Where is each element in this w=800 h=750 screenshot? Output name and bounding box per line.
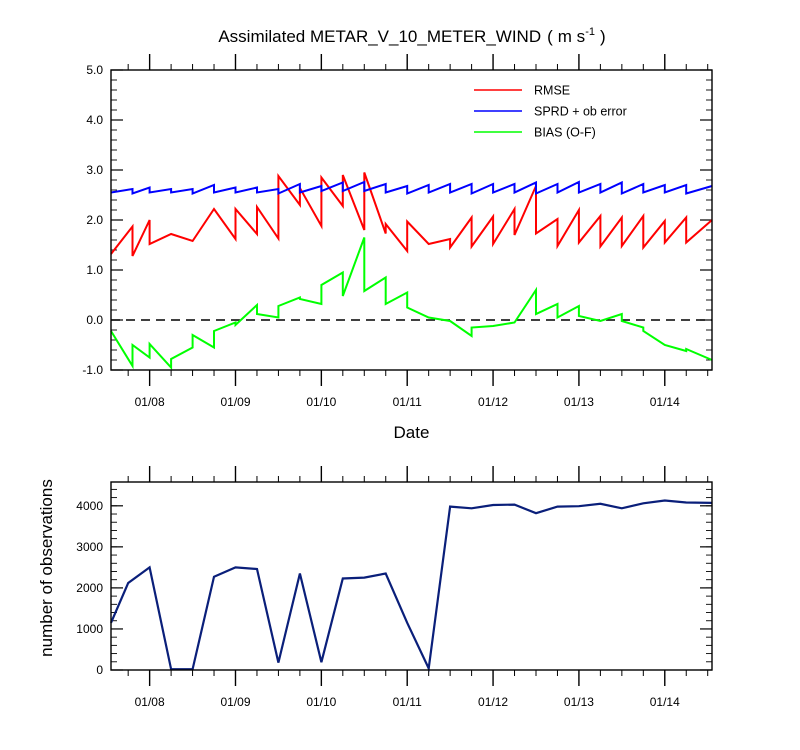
series-line-2 bbox=[110, 237, 713, 371]
x-tick-label: 01/08 bbox=[135, 695, 165, 709]
series-line-1 bbox=[110, 180, 713, 196]
chart-title: Assimilated METAR_V_10_METER_WIND ( m s-1) bbox=[218, 26, 605, 46]
x-tick-label: 01/11 bbox=[393, 695, 422, 709]
y-tick-label: -1.0 bbox=[82, 363, 103, 377]
title-units-exponent: -1 bbox=[585, 26, 595, 38]
top-chart: -1.0 0.0 1.0 2.0 3.0 4.0 5.0 01/08 01/09 01/10 01/… bbox=[82, 26, 713, 442]
x-tick-label: 01/14 bbox=[650, 395, 680, 409]
x-tick-label: 01/12 bbox=[478, 395, 508, 409]
y-tick-label: 4.0 bbox=[86, 113, 103, 127]
x-tick-label: 01/11 bbox=[393, 395, 422, 409]
legend-label-1: SPRD + ob error bbox=[534, 105, 627, 119]
title-open-paren: ( bbox=[547, 27, 553, 46]
x-tick-label: 01/08 bbox=[135, 395, 165, 409]
y-tick-label: 0 bbox=[96, 663, 103, 677]
y-tick-label: 1.0 bbox=[86, 263, 103, 277]
y-tick-label: 3000 bbox=[76, 540, 103, 554]
y-axis-title: number of observations bbox=[37, 479, 56, 657]
plot-frame bbox=[110, 481, 713, 671]
y-tick-label: 3.0 bbox=[86, 163, 103, 177]
x-tick-label: 01/13 bbox=[564, 395, 594, 409]
x-tick-label: 01/13 bbox=[564, 695, 594, 709]
x-tick-label: 01/09 bbox=[220, 395, 250, 409]
title-units: m s bbox=[558, 27, 585, 46]
title-main: Assimilated METAR_V_10_METER_WIND bbox=[218, 27, 541, 46]
y-tick-label: 0.0 bbox=[86, 313, 103, 327]
title-close-paren: ) bbox=[600, 27, 606, 46]
bottom-chart: 0 1000 2000 3000 4000 01/08 01/09 01/10 01/11 01/… bbox=[37, 466, 713, 709]
y-tick-label: 4000 bbox=[76, 499, 103, 513]
legend-label-0: RMSE bbox=[534, 84, 570, 98]
y-tick-label: 5.0 bbox=[86, 63, 103, 77]
x-axis-title: Date bbox=[394, 423, 430, 442]
x-tick-label: 01/10 bbox=[306, 395, 336, 409]
y-tick-label: 2.0 bbox=[86, 213, 103, 227]
legend-label-2: BIAS (O-F) bbox=[534, 126, 596, 140]
y-tick-label: 2000 bbox=[76, 581, 103, 595]
x-tick-label: 01/14 bbox=[650, 695, 680, 709]
series-line-0 bbox=[109, 499, 713, 673]
plot-frame bbox=[110, 69, 713, 371]
series-line-0 bbox=[110, 172, 713, 257]
x-tick-label: 01/12 bbox=[478, 695, 508, 709]
x-tick-label: 01/10 bbox=[306, 695, 336, 709]
x-tick-label: 01/09 bbox=[220, 695, 250, 709]
y-tick-label: 1000 bbox=[76, 622, 103, 636]
